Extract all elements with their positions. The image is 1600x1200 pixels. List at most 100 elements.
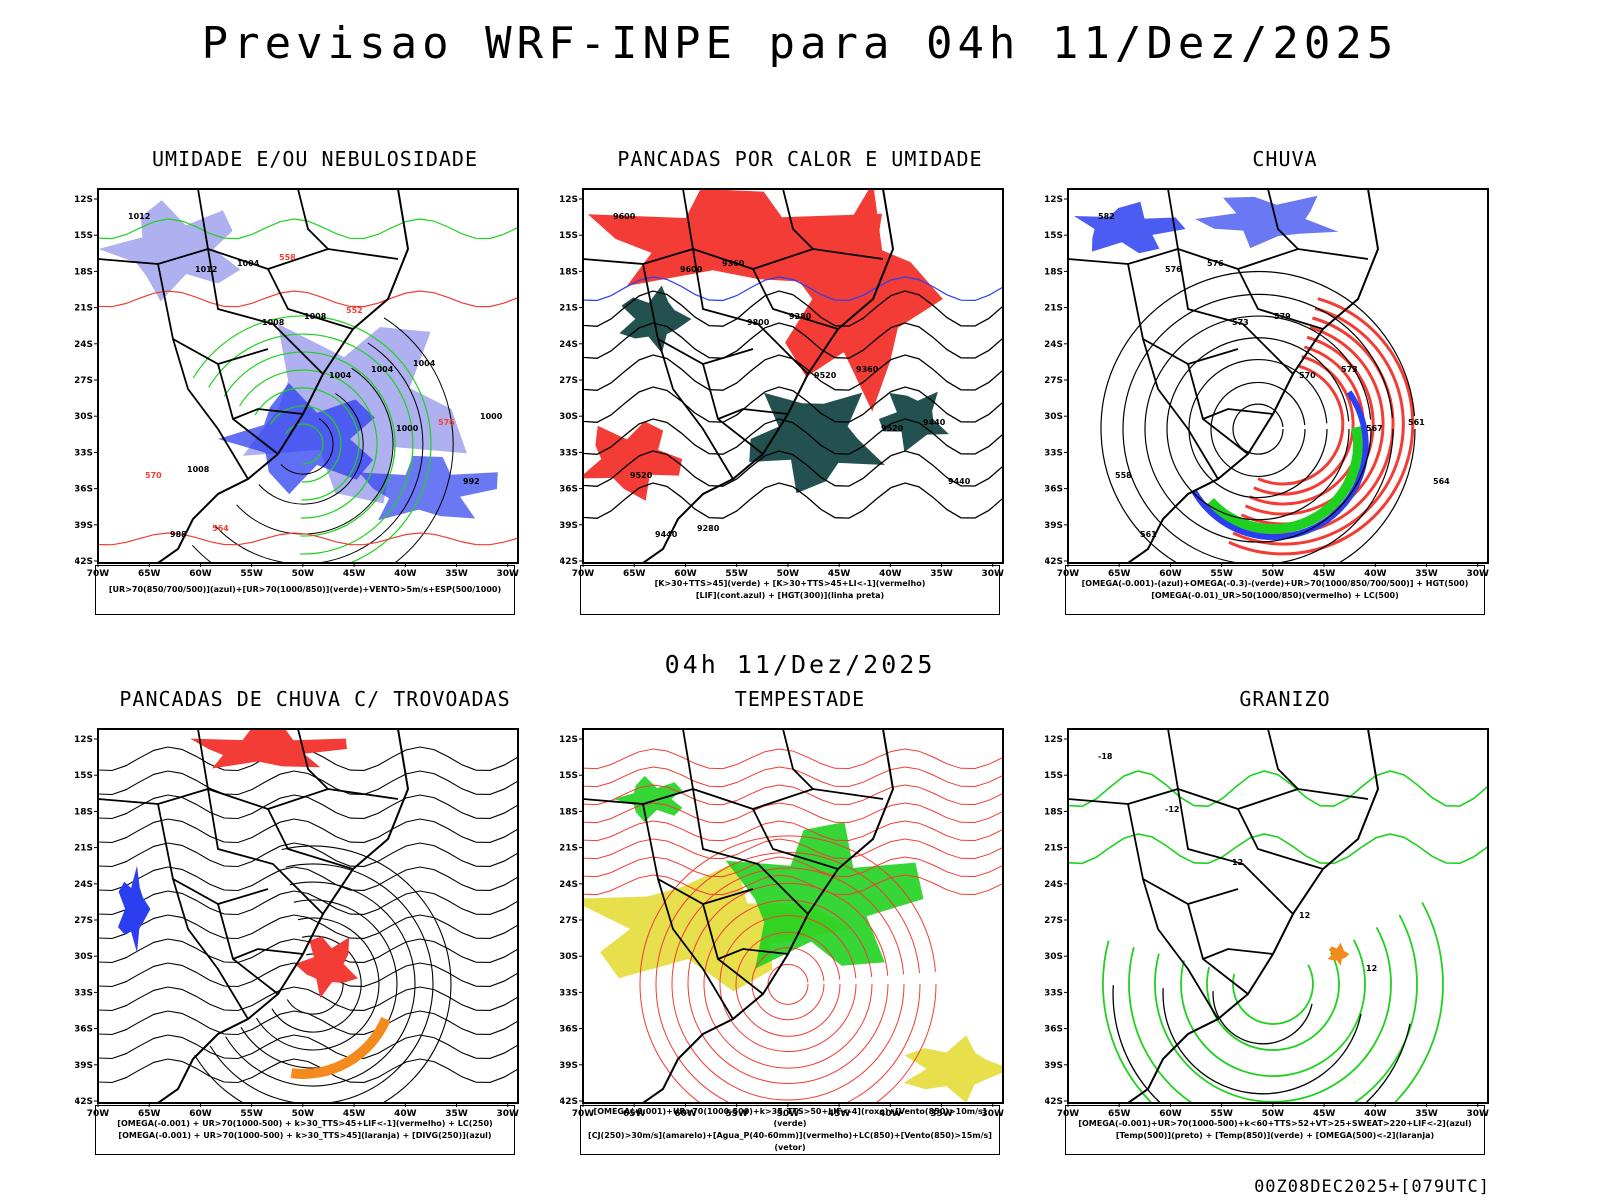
map-frame [1067,728,1489,1104]
legend-line: [OMEGA(-0.001) + UR>70(1000-500) + k>30_… [117,1119,493,1128]
lat-label: 36S [1045,1025,1063,1035]
border-line [717,408,789,420]
streamline [98,842,518,868]
humidity-contour [239,369,378,519]
map-frame [97,728,519,1104]
contour-label: 9440 [655,530,678,539]
convection-area [775,189,943,412]
temp850-contour [1154,926,1392,1103]
legend-box: [OMEGA(-0.001) + UR>70(1000-500) + k>30_… [95,1105,515,1155]
isobar [236,367,394,535]
border-line [692,248,809,375]
wind850-area [725,822,924,969]
contour-label: 988 [170,530,187,539]
streamline [209,863,434,1103]
lat-label: 30S [560,952,578,962]
streamline [255,917,380,1051]
hgt300-contour [583,386,1003,423]
humidity-contour [98,218,518,240]
lon-label: 30W [497,569,520,579]
lat-label: 36S [75,1025,93,1035]
contour-label: 9280 [789,312,812,321]
lon-label: 65W [623,1109,646,1119]
border-line [172,878,249,1020]
water-contour [583,856,1003,878]
lat-label: 12S [560,195,578,205]
lon-label: 50W [292,569,315,579]
panel-title: UMIDADE E/OU NEBULOSIDADE [151,147,479,171]
contour-label: 9800 [747,318,770,327]
lat-label: 24S [75,880,93,890]
lat-label: 18S [1045,267,1063,277]
contour-label: 1008 [187,465,210,474]
legend-box: [OMEGA(-0.001)-(azul)+OMEGA(-0.3)-(verde… [1065,565,1485,615]
lon-label: 30W [1467,1109,1490,1119]
lat-label: 39S [1045,521,1063,531]
lon-label: 30W [1467,569,1490,579]
contour-label: 1004 [371,365,394,374]
border-line [1177,248,1294,375]
contour-label: 582 [1098,212,1115,221]
lon-label: 35W [1415,569,1438,579]
thickness-contour [98,532,518,546]
isobar [192,317,454,563]
panel-title: PANCADAS POR CALOR E UMIDADE [617,147,983,171]
thunder-area [294,936,358,999]
lat-label: 18S [560,807,578,817]
contour-label: 552 [346,306,363,315]
rain-band [1232,306,1405,546]
water-contour [655,852,921,1103]
border-line [267,268,354,330]
lat-label: 21S [1045,304,1063,314]
lon-label: 35W [445,569,468,579]
border-line [682,189,694,250]
border-line [1068,788,1369,810]
isobar [258,393,364,505]
contour-label: 12 [1232,858,1243,867]
lat-label: 39S [75,1061,93,1071]
lat-label: 15S [75,231,93,241]
border-line [1142,338,1219,480]
border-line [782,729,814,790]
map-frame [582,728,1004,1104]
lon-label: 70W [87,569,110,579]
water-contour [583,784,1003,806]
map-panel: CHUVA 582 576 573 570 567 564 561 576 579 573 561 55… [1045,147,1525,647]
contour-label: 576 [438,418,455,427]
lat-label: 21S [75,304,93,314]
border-line [232,948,304,960]
lat-label: 12S [75,195,93,205]
lat-label: 27S [560,376,578,386]
water-contour [583,748,1003,770]
lat-label: 27S [75,916,93,926]
contour-label: 1004 [237,259,260,268]
lon-label: 55W [240,569,263,579]
temp850-contour [1068,833,1488,865]
border-line [98,248,399,270]
border-line [782,189,814,250]
border-line [157,263,269,365]
coastline [157,729,410,1103]
lon-label: 65W [623,569,646,579]
border-line [642,803,754,905]
streamline [240,899,398,1069]
lon-label: 70W [1057,569,1080,579]
hgt500-contour [1144,315,1372,543]
lat-label: 21S [560,304,578,314]
lon-label: 35W [930,569,953,579]
lon-label: 65W [1108,1109,1131,1119]
streamline [98,1058,518,1084]
lat-label: 24S [1045,340,1063,350]
border-line [752,808,839,870]
water-contour [583,838,1003,860]
hgt300-contour [583,450,1003,487]
panel-title: TEMPESTADE [734,687,866,711]
hgt500-contour [1166,337,1350,521]
panel-title: CHUVA [1252,147,1318,171]
border-line [197,189,209,250]
contour-label: 992 [463,477,480,486]
temp850-contour [1232,964,1314,1025]
lon-label: 55W [240,1109,263,1119]
border-line [583,788,884,810]
border-line [1237,268,1324,330]
